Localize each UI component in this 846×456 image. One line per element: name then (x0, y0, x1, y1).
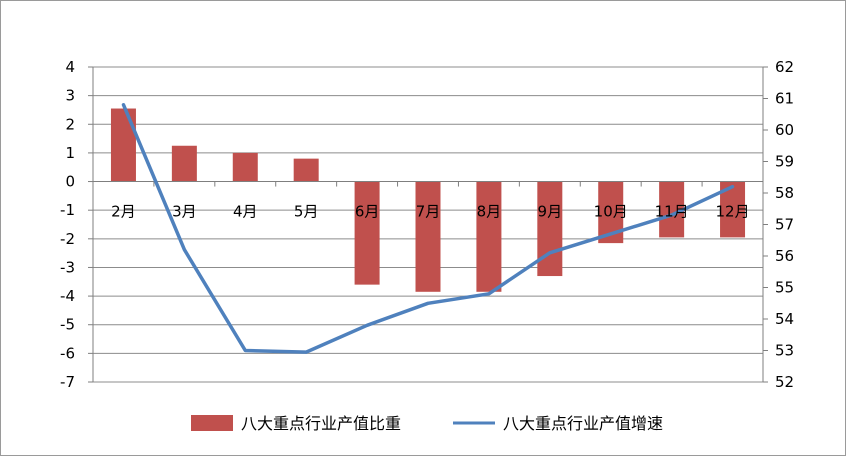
bar (110, 108, 136, 182)
y-left-tick-label: 4 (65, 58, 75, 76)
y-right-tick-label: 59 (775, 153, 794, 171)
x-tick-label: 8月 (477, 203, 502, 221)
y-right-tick-label: 58 (775, 184, 794, 202)
bar (537, 181, 563, 277)
x-tick-label: 3月 (172, 203, 197, 221)
y-right-tick-label: 61 (775, 90, 794, 108)
bar (354, 181, 380, 285)
y-left-tick-label: -5 (60, 316, 75, 334)
bar (476, 181, 502, 292)
x-tick-label: 11月 (655, 203, 689, 221)
bar (415, 181, 441, 292)
x-tick-label: 5月 (294, 203, 319, 221)
x-tick-label: 9月 (538, 203, 563, 221)
line-series (121, 103, 735, 354)
y-left-tick-label: 0 (65, 173, 75, 191)
bar (293, 158, 319, 182)
y-right-tick-label: 57 (775, 216, 794, 234)
category-labels: 2月 3月 4月 5月 6月 7月 8月 9月 10月 11月 12月 (111, 203, 749, 221)
y-left-tick-label: 1 (65, 144, 75, 162)
bar-series (110, 108, 746, 292)
axes: 4 3 2 1 0 -1 -2 -3 -4 -5 -6 -7 62 61 60 59 58 57 56 55 54 53 5… (60, 58, 794, 391)
x-tick-label: 10月 (594, 203, 628, 221)
y-left-tick-label: -7 (60, 373, 75, 391)
x-tick-label: 2月 (111, 203, 136, 221)
y-right-tick-label: 62 (775, 58, 794, 76)
y-left-tick-label: -2 (60, 230, 75, 248)
y-left-tick-label: -1 (60, 201, 75, 219)
x-tick-label: 12月 (715, 203, 749, 221)
y-right-tick-label: 54 (775, 310, 794, 328)
legend: 八大重点行业产值比重 八大重点行业产值增速 (191, 414, 663, 433)
x-tick-label: 7月 (416, 203, 441, 221)
y-left-tick-label: -3 (60, 258, 75, 276)
y-left-tick-label: -6 (60, 344, 75, 362)
y-left-tick-label: 2 (65, 115, 75, 133)
y-left-tick-label: 3 (65, 87, 75, 105)
x-tick-label: 6月 (355, 203, 380, 221)
legend-swatch-bar (191, 415, 233, 431)
x-tick-label: 4月 (233, 203, 258, 221)
series-line (121, 103, 735, 354)
bar (171, 145, 197, 182)
bar (232, 152, 258, 182)
y-right-tick-label: 56 (775, 247, 794, 265)
y-right-tick-label: 53 (775, 342, 794, 360)
legend-label-bar: 八大重点行业产值比重 (241, 414, 401, 433)
legend-label-line: 八大重点行业产值增速 (503, 414, 663, 433)
y-right-tick-label: 55 (775, 279, 794, 297)
y-right-tick-label: 52 (775, 373, 794, 391)
y-left-tick-label: -4 (60, 287, 75, 305)
y-right-tick-label: 60 (775, 121, 794, 139)
